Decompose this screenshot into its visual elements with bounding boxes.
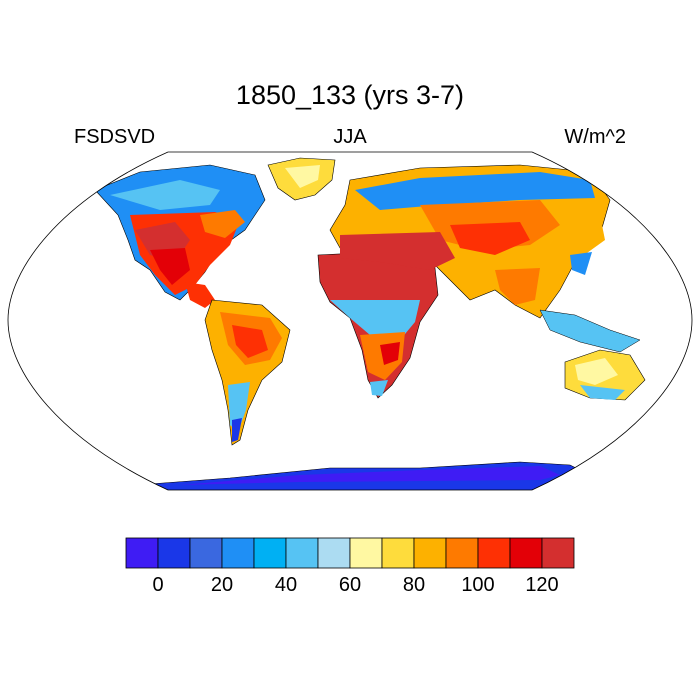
colorbar-tick-label: 80 xyxy=(402,574,426,596)
land-maritime-asia xyxy=(539,309,641,353)
colorbar-swatch xyxy=(221,537,255,569)
colorbar-swatch xyxy=(125,537,159,569)
colorbar-swatch xyxy=(445,537,479,569)
season-label: JJA xyxy=(333,126,367,148)
colorbar-tick-label: 20 xyxy=(210,574,234,596)
map-boundary xyxy=(7,151,693,491)
colorbar-swatch xyxy=(253,537,287,569)
colorbar xyxy=(125,537,575,569)
colorbar-swatch xyxy=(189,537,223,569)
colorbar-swatch xyxy=(317,537,351,569)
colorbar-tick-label: 120 xyxy=(525,574,559,596)
colorbar-swatch xyxy=(541,537,575,569)
colorbar-swatch xyxy=(285,537,319,569)
colorbar-tick-label: 60 xyxy=(338,574,362,596)
colorbar-swatch xyxy=(509,537,543,569)
colorbar-swatch xyxy=(381,537,415,569)
colorbar-swatch xyxy=(413,537,447,569)
colorbar-tick-label: 0 xyxy=(152,574,164,596)
variable-label: FSDSVD xyxy=(74,126,156,148)
colorbar-swatch xyxy=(157,537,191,569)
map-title: 1850_133 (yrs 3-7) xyxy=(235,80,465,110)
colorbar-swatch xyxy=(477,537,511,569)
units-label: W/m^2 xyxy=(564,126,626,148)
colorbar-tick-label: 40 xyxy=(274,574,298,596)
colorbar-swatch xyxy=(349,537,383,569)
colorbar-tick-label: 100 xyxy=(461,574,495,596)
map-fields xyxy=(94,157,646,490)
